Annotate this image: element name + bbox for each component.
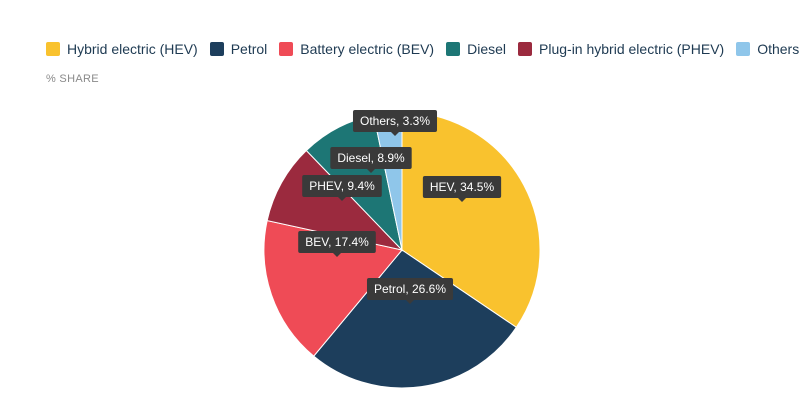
legend-item[interactable]: Plug-in hybrid electric (PHEV) [518,41,724,57]
legend-item[interactable]: Diesel [446,41,506,57]
pie-slice[interactable] [313,249,517,389]
legend-swatch [518,42,533,56]
legend-item[interactable]: Battery electric (BEV) [279,41,434,57]
legend-label: Diesel [467,41,507,57]
legend-item[interactable]: Hybrid electric (HEV) [46,41,198,57]
label-pointer [338,197,346,201]
legend-item[interactable]: Petrol [209,41,268,57]
legend-label: Battery electric (BEV) [300,41,435,57]
legend-label: Petrol [230,41,268,57]
slice-data-label: BEV, 17.4% [298,231,376,257]
label-box [352,110,438,132]
legend-swatch [209,42,224,56]
slice-label-text: Petrol, 26.6% [374,282,446,296]
pie-slice[interactable] [266,149,404,251]
label-box [422,176,502,198]
label-pointer [406,300,414,304]
legend-label: Hybrid electric (HEV) [67,41,198,57]
slice-label-text: PHEV, 9.4% [309,179,375,193]
legend-swatch [279,42,294,56]
slice-data-label: PHEV, 9.4% [302,175,382,201]
label-box [302,175,382,197]
pie-slice[interactable] [401,111,541,329]
label-pointer [458,198,466,202]
share-unit-label: % SHARE [46,73,99,85]
label-box [366,278,454,300]
chart-legend: Hybrid electric (HEV) Petrol Battery elect… [46,41,801,57]
label-pointer [333,253,341,257]
slice-data-label: HEV, 34.5% [422,176,502,202]
slice-data-label: Petrol, 26.6% [366,278,454,304]
slice-label-text: HEV, 34.5% [430,180,495,194]
legend-swatch [446,42,461,56]
label-box [298,231,376,253]
slice-label-text: Others, 3.3% [360,114,430,128]
legend-label: Plug-in hybrid electric (PHEV) [539,41,725,57]
legend-item[interactable]: Others [736,41,799,57]
slice-label-text: BEV, 17.4% [305,235,369,249]
legend-swatch [736,42,751,56]
slice-data-label: Others, 3.3% [352,110,438,136]
pie-slice[interactable] [263,219,403,357]
label-pointer [391,132,399,136]
label-box [330,147,412,169]
label-pointer [367,169,375,173]
slice-label-text: Diesel, 8.9% [337,151,405,165]
slice-data-label: Diesel, 8.9% [330,147,412,173]
legend-swatch [46,42,60,56]
legend-label: Others [757,41,800,57]
